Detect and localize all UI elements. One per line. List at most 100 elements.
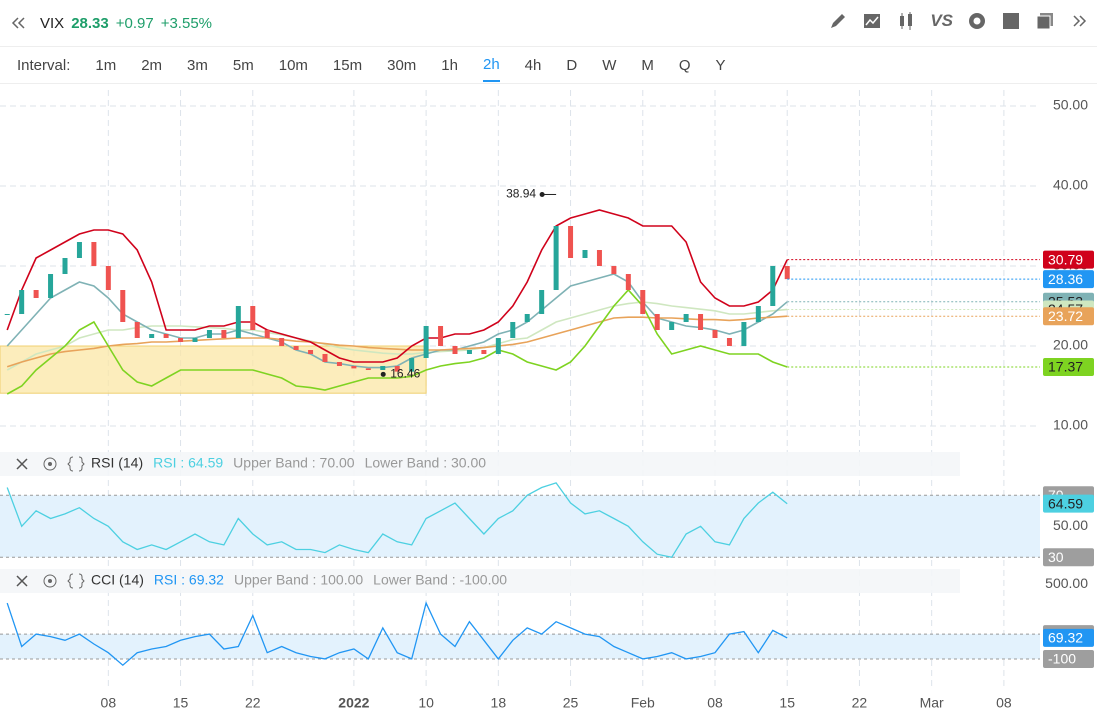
y-tick-label: 50.00 bbox=[1053, 97, 1088, 113]
x-tick-label: 08 bbox=[101, 695, 117, 711]
source-button bbox=[67, 573, 85, 589]
interval-button[interactable]: Q bbox=[678, 57, 691, 74]
candle bbox=[48, 274, 54, 298]
candle bbox=[279, 338, 285, 346]
price-tag-label: 69.32 bbox=[1048, 630, 1083, 646]
annotation-label: 38.94 bbox=[506, 187, 536, 201]
collapse-button[interactable] bbox=[0, 13, 40, 33]
x-tick-label: 10 bbox=[418, 695, 434, 711]
layers-icon[interactable] bbox=[1035, 11, 1055, 31]
y-tick-label: 50.00 bbox=[1053, 517, 1088, 533]
x-tick-label: 22 bbox=[852, 695, 868, 711]
interval-button[interactable]: 4h bbox=[524, 57, 542, 74]
interval-toolbar: Interval: 1m 2m 3m 5m 10m 15m 30m 1h 2h 4h D W M Q Y bbox=[0, 47, 1097, 84]
interval-button[interactable]: 1h bbox=[441, 57, 458, 74]
interval-button[interactable]: M bbox=[641, 57, 654, 74]
change: +0.97 bbox=[115, 14, 154, 32]
price-tag bbox=[1043, 270, 1094, 289]
price-tag bbox=[1043, 628, 1094, 647]
candle bbox=[178, 338, 184, 342]
candle-icon[interactable] bbox=[896, 11, 916, 31]
expand-icon[interactable] bbox=[1069, 11, 1089, 31]
settings-button bbox=[43, 574, 57, 588]
x-tick-label: 08 bbox=[707, 695, 723, 711]
candle bbox=[336, 362, 342, 366]
price-tag bbox=[1043, 358, 1094, 377]
close-button bbox=[16, 458, 28, 470]
candle bbox=[264, 330, 270, 338]
candle bbox=[466, 350, 472, 354]
interval-button[interactable]: 30m bbox=[387, 57, 417, 74]
y-tick-label: 40.00 bbox=[1053, 177, 1088, 193]
candle bbox=[308, 350, 314, 354]
settings-icon[interactable] bbox=[967, 11, 987, 31]
candle bbox=[625, 274, 631, 290]
interval-button[interactable]: D bbox=[566, 57, 578, 74]
candle bbox=[19, 290, 25, 314]
candle bbox=[568, 226, 574, 258]
legend-item: CCI (14) bbox=[91, 572, 144, 588]
candle bbox=[539, 290, 545, 314]
settings-button-dot bbox=[48, 579, 52, 583]
interval-button[interactable]: 15m bbox=[332, 57, 363, 74]
fullscreen-icon[interactable] bbox=[1001, 11, 1021, 31]
y-tick-label: 20.00 bbox=[1053, 337, 1088, 353]
tool-icons: VS bbox=[828, 11, 1089, 31]
pane-header-bg bbox=[0, 569, 960, 593]
price-tag bbox=[1043, 548, 1094, 567]
candle bbox=[33, 290, 39, 298]
candle bbox=[250, 306, 256, 330]
interval-button[interactable]: 1m bbox=[95, 57, 117, 74]
draw-icon[interactable] bbox=[828, 11, 848, 31]
header: VIX 28.33 +0.97 +3.55% VS bbox=[0, 0, 1097, 47]
candle bbox=[120, 290, 126, 322]
indicator-line bbox=[6, 601, 788, 667]
chart-icon[interactable] bbox=[862, 11, 882, 31]
annotation-dot bbox=[380, 371, 386, 377]
candle bbox=[4, 314, 10, 315]
interval-button[interactable]: 2h bbox=[482, 48, 500, 82]
band-fill bbox=[0, 634, 1040, 659]
candle bbox=[582, 250, 588, 258]
candle bbox=[770, 266, 776, 306]
interval-button[interactable]: 10m bbox=[278, 57, 308, 74]
legend-item: RSI (14) bbox=[91, 455, 143, 471]
candle bbox=[784, 266, 790, 280]
x-tick-label: 15 bbox=[779, 695, 795, 711]
candle bbox=[553, 226, 559, 290]
price-tag-label: -100 bbox=[1048, 651, 1076, 667]
x-tick-label: 25 bbox=[563, 695, 579, 711]
x-tick-label: 15 bbox=[173, 695, 189, 711]
candle bbox=[726, 338, 732, 346]
candle bbox=[755, 306, 761, 322]
x-tick-label: 18 bbox=[491, 695, 507, 711]
candle bbox=[221, 330, 227, 338]
settings-button-dot bbox=[48, 462, 52, 466]
symbol: VIX bbox=[40, 14, 65, 32]
interval-button[interactable]: Y bbox=[715, 57, 726, 74]
compare-icon[interactable]: VS bbox=[930, 11, 953, 30]
candle bbox=[206, 330, 212, 338]
interval-button[interactable]: 3m bbox=[187, 57, 208, 74]
candle bbox=[524, 314, 530, 322]
interval-button[interactable]: 5m bbox=[232, 57, 254, 74]
x-tick-label: Feb bbox=[631, 695, 655, 711]
candle bbox=[351, 366, 357, 369]
legend-item: Upper Band : 70.00 bbox=[233, 455, 355, 471]
candle bbox=[192, 338, 198, 342]
indicator-line bbox=[6, 482, 788, 559]
interval-button[interactable]: 2m bbox=[141, 57, 163, 74]
candle bbox=[149, 334, 155, 338]
indicator-line bbox=[6, 288, 788, 395]
legend-item: RSI : 69.32 bbox=[154, 572, 224, 588]
x-tick-label: 22 bbox=[245, 695, 261, 711]
pane-header-bg bbox=[0, 452, 960, 476]
candle bbox=[510, 322, 516, 338]
candle bbox=[380, 366, 386, 370]
change-pct: +3.55% bbox=[160, 14, 212, 32]
legend-item: Lower Band : -100.00 bbox=[373, 572, 507, 588]
interval-button[interactable]: W bbox=[602, 57, 617, 74]
y-tick-label: 10.00 bbox=[1053, 417, 1088, 433]
candle bbox=[611, 266, 617, 274]
